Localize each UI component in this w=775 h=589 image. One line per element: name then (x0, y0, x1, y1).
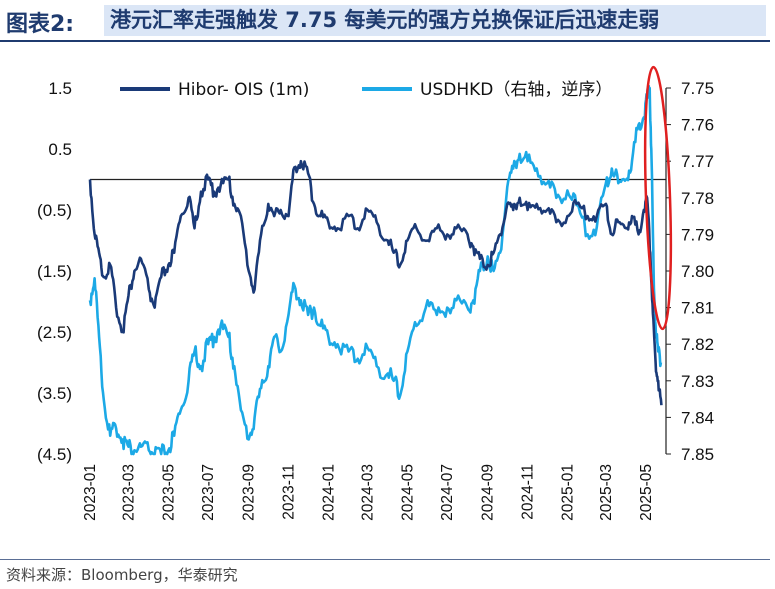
right-axis-tick-label: 7.78 (681, 189, 714, 208)
left-axis-tick-label: (4.5) (37, 445, 72, 464)
left-axis-tick-label: (2.5) (37, 323, 72, 342)
legend-hibor-label: Hibor- OIS (1m) (178, 80, 309, 100)
source-note: 资料来源：Bloomberg，华泰研究 (6, 566, 238, 584)
axes: 1.5 0.5 (0.5) (1.5) (2.5) (3.5) (4.5) 7.75 7.76 7… (37, 79, 714, 521)
x-axis-tick-label: 2024-05 (399, 464, 416, 521)
right-axis-tick-label: 7.80 (681, 262, 714, 281)
source-divider (0, 559, 770, 560)
left-axis-tick-label: (3.5) (37, 384, 72, 403)
legend-usdhkd-label: USDHKD（右轴，逆序） (420, 80, 612, 100)
annotations (643, 65, 673, 331)
right-axis-tick-label: 7.81 (681, 299, 714, 318)
series-lines (88, 84, 663, 456)
x-axis-tick-label: 2023-11 (281, 464, 298, 520)
x-axis-tick-label: 2023-05 (160, 464, 177, 521)
right-axis-tick-label: 7.82 (681, 335, 714, 354)
x-axis-tick-label: 2025-03 (598, 464, 615, 521)
right-axis-tick-label: 7.85 (681, 445, 714, 464)
right-axis-tick-label: 7.75 (681, 79, 714, 98)
x-axis-tick-label: 2023-07 (200, 464, 217, 521)
figure-label: 图表2: (6, 12, 75, 37)
x-axis-tick-label: 2025-01 (559, 464, 576, 521)
left-axis-tick-label: 1.5 (48, 79, 72, 98)
x-axis-tick-label: 2024-11 (520, 464, 537, 520)
x-axis-tick-label: 2023-03 (121, 464, 138, 521)
x-axis-tick-label: 2024-01 (320, 464, 337, 521)
right-axis-tick-label: 7.84 (681, 408, 714, 427)
usdhkd-series-line (88, 84, 663, 456)
title-divider (0, 40, 770, 42)
x-axis-tick-label: 2024-09 (480, 464, 497, 521)
chart-title: 港元汇率走强触发 7.75 每美元的强方兑换保证后迅速走弱 (104, 5, 766, 36)
right-axis-tick-label: 7.83 (681, 372, 714, 391)
title-bar: 图表2: 港元汇率走强触发 7.75 每美元的强方兑换保证后迅速走弱 (0, 0, 775, 40)
left-axis-tick-label: 0.5 (48, 140, 72, 159)
x-axis-tick-label: 2024-07 (439, 464, 456, 521)
right-axis-tick-label: 7.79 (681, 225, 714, 244)
left-axis-tick-label: (0.5) (37, 201, 72, 220)
right-axis-tick-label: 7.76 (681, 116, 714, 135)
x-axis-tick-label: 2024-03 (360, 464, 377, 521)
chart-area: 1.5 0.5 (0.5) (1.5) (2.5) (3.5) (4.5) 7.75 7.76 7… (37, 65, 714, 521)
highlight-ellipse (643, 65, 673, 331)
x-axis-tick-label: 2023-01 (82, 464, 99, 521)
left-axis-tick-label: (1.5) (37, 262, 72, 281)
x-axis-tick-label: 2023-09 (241, 464, 258, 521)
hibor-ois-series-line (88, 159, 663, 406)
legend: Hibor- OIS (1m) USDHKD（右轴，逆序） (120, 80, 612, 100)
x-axis-tick-label: 2025-05 (638, 464, 655, 521)
right-axis-tick-label: 7.77 (681, 152, 714, 171)
